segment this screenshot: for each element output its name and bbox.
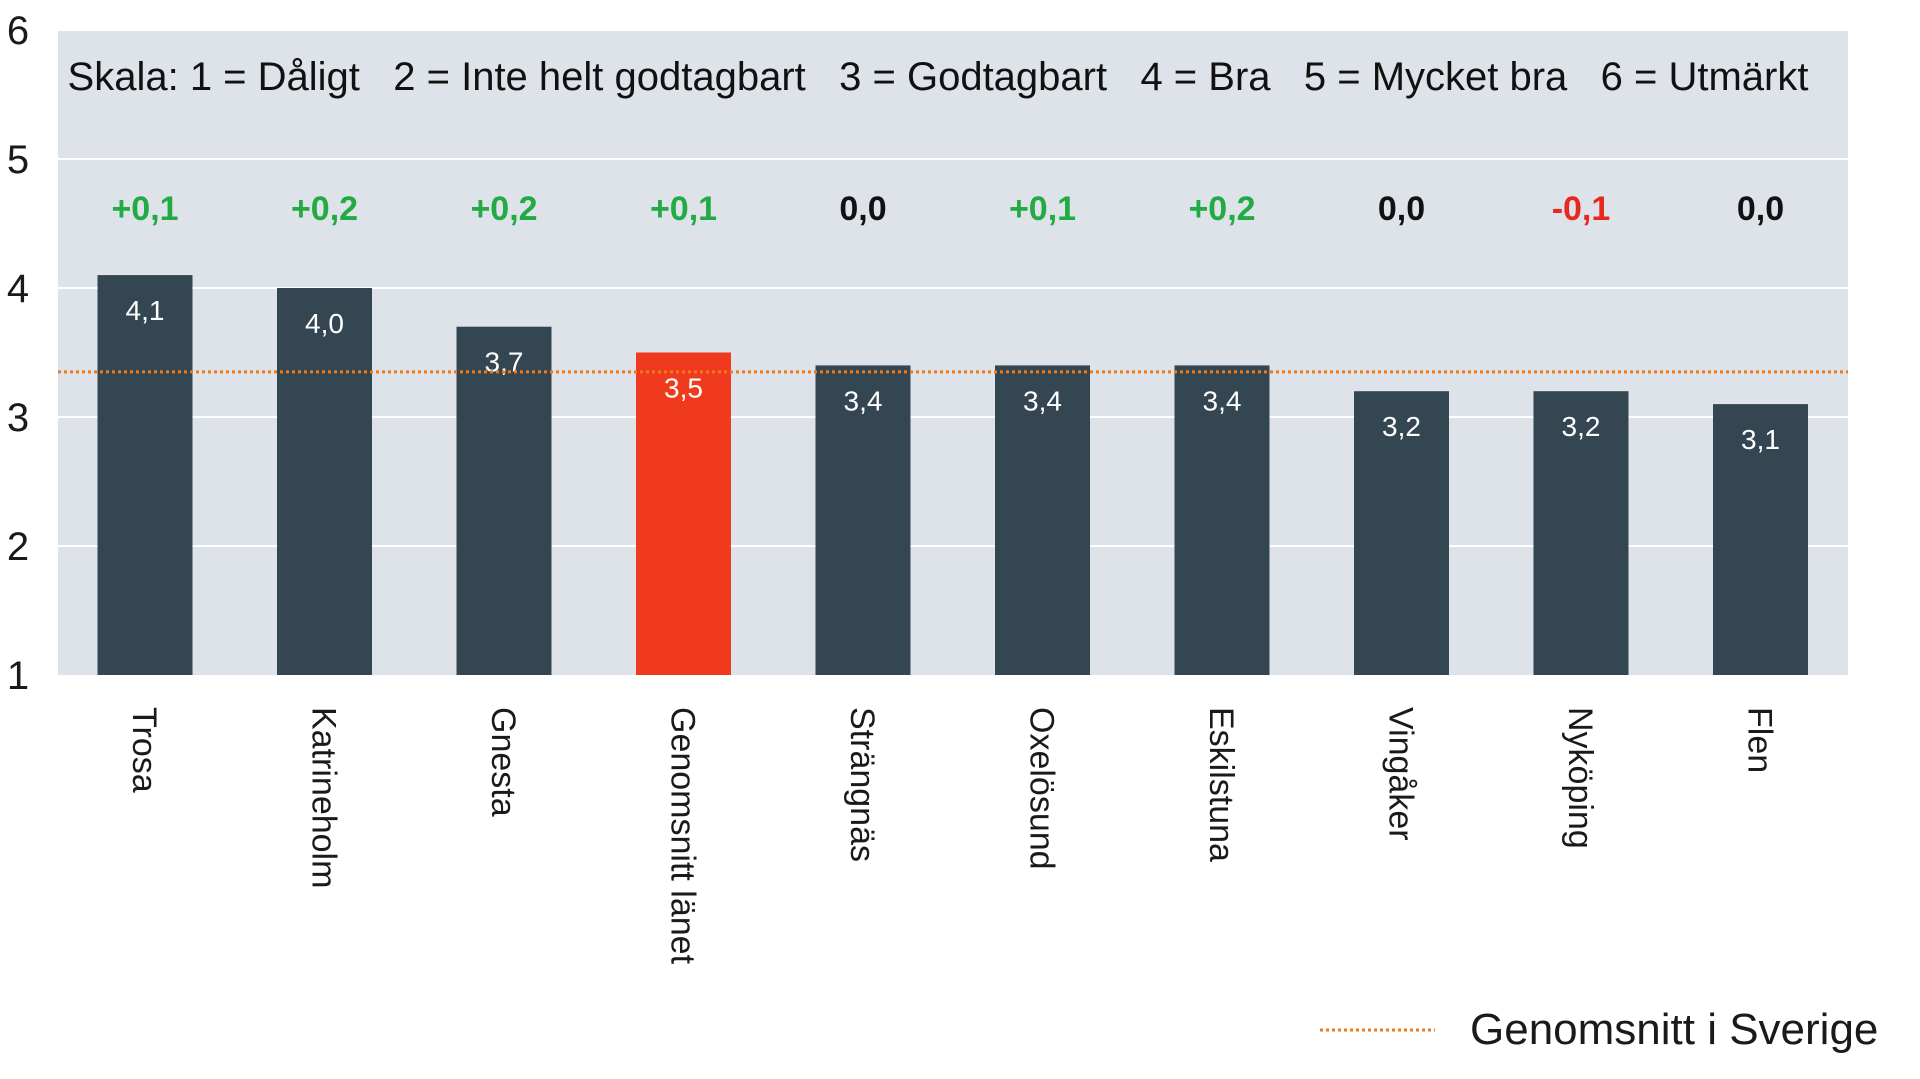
change-label: +0,1 bbox=[111, 190, 178, 228]
bar-value-label: 3,1 bbox=[1741, 424, 1780, 455]
legend: Genomsnitt i Sverige bbox=[1320, 1005, 1878, 1054]
bar bbox=[277, 288, 372, 675]
bars bbox=[97, 275, 1808, 675]
bar bbox=[1174, 365, 1270, 675]
change-label: +0,2 bbox=[470, 190, 537, 228]
legend-label: Genomsnitt i Sverige bbox=[1470, 1005, 1878, 1054]
y-tick-label: 2 bbox=[7, 525, 29, 569]
bar-value-label: 3,2 bbox=[1382, 411, 1421, 442]
y-tick-label: 4 bbox=[7, 267, 29, 311]
category-label: Katrineholm bbox=[305, 707, 343, 888]
y-tick-label: 3 bbox=[7, 396, 29, 440]
change-label: 0,0 bbox=[1378, 190, 1425, 228]
bar-value-label: 3,4 bbox=[1203, 385, 1242, 416]
bar-value-label: 3,4 bbox=[844, 385, 883, 416]
bar bbox=[636, 352, 731, 675]
category-label: Nyköping bbox=[1561, 707, 1599, 849]
bar-value-label: 4,1 bbox=[126, 295, 165, 326]
scale-annotation: Skala: 1 = Dåligt 2 = Inte helt godtagba… bbox=[68, 55, 1809, 99]
category-label: Vingåker bbox=[1382, 707, 1420, 841]
change-label: 0,0 bbox=[839, 190, 886, 228]
bar bbox=[1533, 391, 1629, 675]
category-label: Trosa bbox=[125, 707, 163, 793]
category-label: Oxelösund bbox=[1023, 707, 1061, 870]
category-label: Eskilstuna bbox=[1202, 707, 1240, 862]
bar bbox=[815, 365, 911, 675]
bar-value-label: 3,2 bbox=[1562, 411, 1601, 442]
y-tick-label: 1 bbox=[7, 654, 29, 698]
category-label: Flen bbox=[1741, 707, 1779, 773]
bar bbox=[456, 326, 552, 675]
change-label: +0,2 bbox=[1188, 190, 1255, 228]
bar bbox=[1354, 391, 1449, 675]
bar bbox=[995, 365, 1090, 675]
bar-value-label: 3,5 bbox=[664, 373, 703, 404]
category-label: Genomsnitt länet bbox=[664, 707, 702, 965]
bar-value-label: 3,4 bbox=[1023, 385, 1062, 416]
change-label: +0,1 bbox=[1009, 190, 1076, 228]
change-label: 0,0 bbox=[1737, 190, 1784, 228]
change-label: -0,1 bbox=[1552, 190, 1611, 228]
change-label: +0,2 bbox=[291, 190, 358, 228]
category-labels: Trosa Katrineholm Gnesta Genomsnitt länet St… bbox=[125, 707, 1779, 965]
y-tick-label: 5 bbox=[7, 138, 29, 182]
y-tick-label: 6 bbox=[7, 9, 29, 53]
bar bbox=[97, 275, 193, 675]
change-label: +0,1 bbox=[650, 190, 717, 228]
y-axis-ticks: 1 2 3 4 5 6 bbox=[7, 9, 29, 698]
category-label: Strängnäs bbox=[843, 707, 881, 862]
change-labels: +0,1 +0,2 +0,2 +0,1 0,0 +0,1 +0,2 0,0 -0,1 0,0 bbox=[111, 190, 1784, 228]
category-label: Gnesta bbox=[484, 707, 522, 817]
bar bbox=[1713, 404, 1808, 675]
bar-value-label: 4,0 bbox=[305, 308, 344, 339]
